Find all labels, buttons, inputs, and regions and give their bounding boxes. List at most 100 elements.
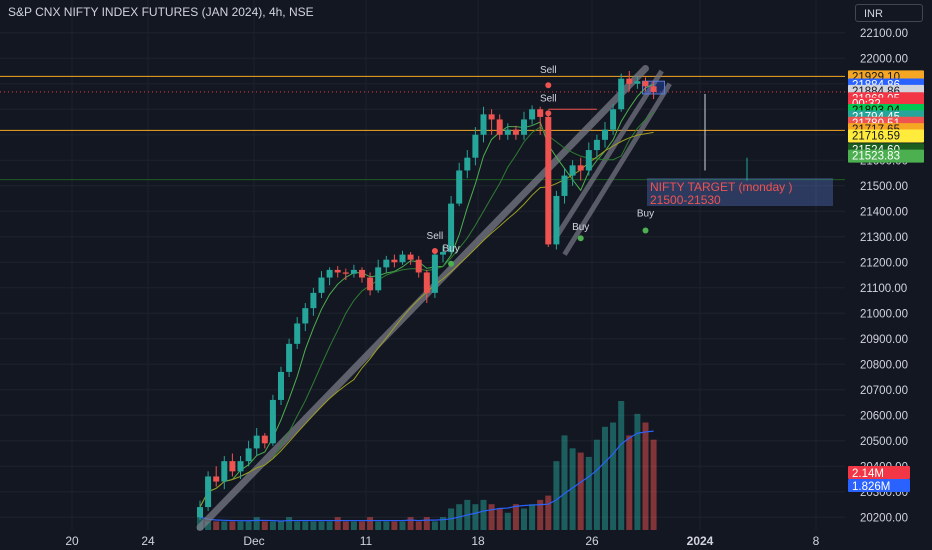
candle-body [367,277,374,291]
volume-bar [286,517,293,530]
volume-bar [561,435,568,530]
y-tick-label: 21500.00 [860,181,908,193]
candle-body [229,461,236,472]
candle-body [569,165,576,176]
candle-body [440,252,446,255]
candle-body [237,461,244,472]
candle-body [221,461,228,482]
volume-bar [529,504,536,530]
volume-bar [610,422,617,530]
volume-bar [310,521,317,530]
candle-body [593,139,600,151]
x-tick-label: Dec [243,534,264,548]
volume-bar [318,521,325,530]
candles [197,71,657,520]
x-tick-label: 11 [360,534,373,548]
volume-label-bg [848,466,910,479]
candle-body [464,157,471,171]
volume-bar [269,521,276,530]
candle-body [294,323,301,344]
volume-bar [545,495,552,530]
time-axis: 20 24 Dec 11 18 26 2024 8 [65,534,819,548]
candle-body [618,78,625,110]
candle-body [610,109,617,130]
volume-label: 1.826M [852,481,890,493]
candle-body [205,476,212,508]
volume-bar [391,521,398,530]
volume-bar [618,401,625,530]
signal-dot [577,235,584,242]
volume-bar [326,521,333,530]
candle-body [391,259,398,263]
volume-bar [577,452,584,530]
volume-bar [261,521,268,530]
candle-body [359,269,365,278]
currency-selector[interactable]: INR [855,4,923,22]
price-label: 21523.83 [852,151,900,163]
x-tick-label: 18 [471,534,485,548]
signal-label: Sell [540,93,557,104]
volume-bar [375,521,382,530]
y-tick-label: 21200.00 [860,257,908,269]
y-tick-label: 20200.00 [860,512,908,524]
signal-label: Buy [572,222,589,233]
volume-bar [642,422,649,530]
volume-bar [237,521,244,530]
trend-channel-lower [562,82,672,256]
volume-bar [488,504,495,530]
volume-bar [440,517,446,530]
volume-bar [496,508,503,530]
candle-body [245,448,252,462]
trend-channel-upper [554,69,664,239]
volume-bar [512,504,519,530]
volume-bar [229,521,236,530]
candle-body [302,308,309,324]
volume-bar [415,521,422,530]
volume-ma-line [199,430,654,522]
candle-body [545,116,552,245]
candle-body [423,272,430,293]
candle-body [431,254,438,293]
volume-bar [626,435,633,530]
candle-body [472,134,479,158]
candle-body [561,175,568,196]
candle-body [480,114,487,135]
x-tick-label: 26 [585,534,599,548]
y-tick-label: 20600.00 [860,410,908,422]
y-tick-label: 20800.00 [860,359,908,371]
candle-body [585,150,592,171]
candle-body [350,269,357,274]
candle-body [634,81,641,84]
target-annotation: NIFTY TARGET (monday )21500-21530 [647,93,833,207]
x-tick-label: 24 [141,534,155,548]
y-tick-label: 20900.00 [860,334,908,346]
candle-body [496,119,503,135]
volume-bar [294,521,301,530]
target-line1: NIFTY TARGET (monday ) [650,180,792,194]
signal-dot [545,110,552,117]
price-label-bg [848,129,924,143]
volume-bar [383,521,390,530]
candle-body [253,435,260,449]
volume-bar [359,521,365,530]
y-tick-label: 21100.00 [860,283,907,295]
target-box-bg [647,178,833,206]
volume-bar [278,521,284,530]
candle-body [318,277,325,293]
candle-body [529,109,536,120]
y-tick-label: 22100.00 [860,28,908,40]
volume-bar [221,521,228,530]
y-tick-label: 22000.00 [860,53,908,65]
trend-channel-band [196,64,649,531]
volume-bar [367,517,374,530]
volume-bar [213,521,220,530]
volume-bar [585,456,592,530]
volume-bar [593,439,600,530]
y-tick-label: 21400.00 [860,206,908,218]
candle-body [448,203,455,253]
signal-dot [545,82,552,89]
y-tick-label: 21300.00 [860,232,908,244]
candle-body [278,371,284,400]
volume-bar [205,521,212,530]
